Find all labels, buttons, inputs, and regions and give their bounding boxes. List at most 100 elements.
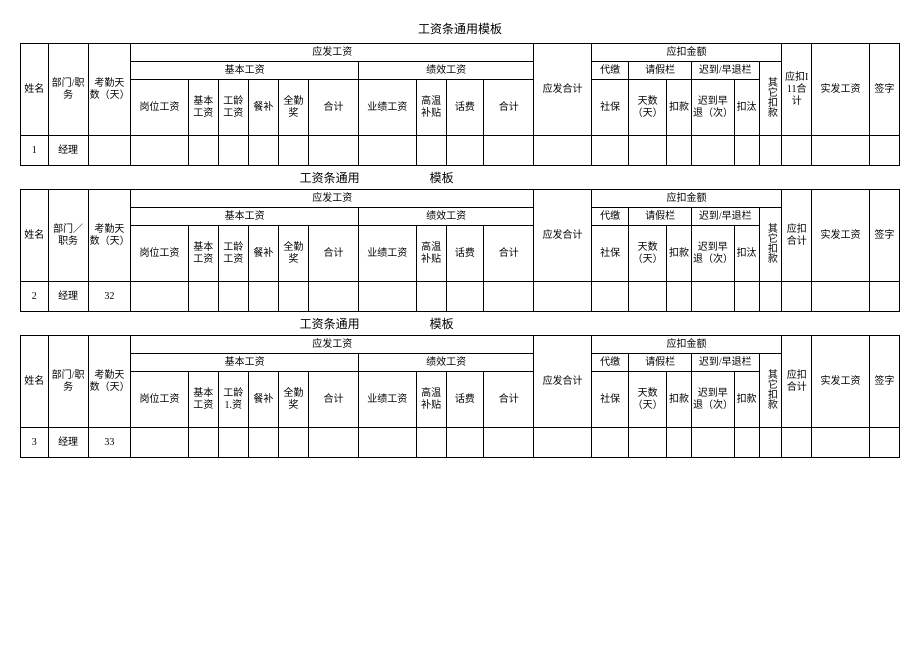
hdr-attend: 考勤天数（天） — [88, 336, 131, 428]
hdr-daijiao: 代缴 — [591, 354, 629, 372]
hdr-yingfa: 应发工资 — [131, 44, 534, 62]
hdr-leave-days: 天数（天） — [629, 372, 667, 428]
hdr-dept: 部门/职务 — [48, 336, 88, 428]
table-row: 3 经理 33 — [21, 428, 900, 458]
hdr-hot: 高温补贴 — [416, 372, 446, 428]
hdr-base-wage: 基本工资 — [188, 372, 218, 428]
hdr-late-kou: 扣汰 — [734, 226, 759, 282]
hdr-yingfa-total: 应发合计 — [534, 336, 592, 428]
hdr-sign: 签字 — [869, 190, 899, 282]
cell-no: 2 — [21, 282, 49, 312]
hdr-sign: 签字 — [869, 336, 899, 428]
hdr-leave: 请假栏 — [629, 208, 692, 226]
hdr-name: 姓名 — [21, 190, 49, 282]
cell-days: 33 — [88, 428, 131, 458]
hdr-base-wage: 基本工资 — [188, 80, 218, 136]
hdr-perf-wage: 业绩工资 — [359, 226, 417, 282]
hdr-perf: 绩效工资 — [359, 62, 534, 80]
hdr-subtotal2: 合计 — [484, 226, 534, 282]
hdr-late-kou: 扣款 — [734, 372, 759, 428]
hdr-leave: 请假栏 — [629, 354, 692, 372]
hdr-shifa: 实发工资 — [812, 190, 870, 282]
hdr-phone: 话费 — [446, 80, 484, 136]
hdr-meal: 餐补 — [248, 80, 278, 136]
cell-days — [88, 136, 131, 166]
hdr-late: 迟到/早退栏 — [691, 208, 759, 226]
hdr-leave-kou: 扣款 — [666, 226, 691, 282]
hdr-perf: 绩效工资 — [359, 354, 534, 372]
hdr-phone: 话费 — [446, 226, 484, 282]
hdr-shebao: 社保 — [591, 372, 629, 428]
hdr-sign: 签字 — [869, 44, 899, 136]
hdr-late: 迟到/早退栏 — [691, 354, 759, 372]
page-title: 工资条通用模板 — [20, 20, 900, 37]
hdr-shebao: 社保 — [591, 80, 629, 136]
hdr-late-times: 迟到早退（次） — [691, 372, 734, 428]
payroll-table-2: 姓名 部门／职务 考勤天数（天） 应发工资 应发合计 应扣金额 应扣合计 实发工… — [20, 189, 900, 312]
table-row: 1 经理 — [21, 136, 900, 166]
hdr-subtotal2: 合计 — [484, 372, 534, 428]
hdr-hot: 高温补贴 — [416, 80, 446, 136]
hdr-late-times: 迟到早退（次） — [691, 226, 734, 282]
hdr-post-wage: 岗位工资 — [131, 80, 189, 136]
hdr-attend: 考勤天数（天） — [88, 44, 131, 136]
payroll-table-3: 姓名 部门/职务 考勤天数（天） 应发工资 应发合计 应扣金额 应扣合计 实发工… — [20, 335, 900, 458]
hdr-meal: 餐补 — [248, 372, 278, 428]
hdr-daijiao: 代缴 — [591, 62, 629, 80]
hdr-base-wage: 基本工资 — [188, 226, 218, 282]
hdr-name: 姓名 — [21, 44, 49, 136]
hdr-hot: 高温补贴 — [416, 226, 446, 282]
hdr-age-wage: 工龄工资 — [218, 226, 248, 282]
split-title-2: 工资条通用模板 — [20, 315, 900, 332]
hdr-meal: 餐补 — [248, 226, 278, 282]
hdr-daijiao: 代缴 — [591, 208, 629, 226]
hdr-yingkou: 应扣金额 — [591, 44, 781, 62]
hdr-yingkou: 应扣金额 — [591, 336, 781, 354]
hdr-base: 基本工资 — [131, 62, 359, 80]
cell-no: 3 — [21, 428, 49, 458]
hdr-yingfa-total: 应发合计 — [534, 44, 592, 136]
cell-days: 32 — [88, 282, 131, 312]
hdr-perf-wage: 业绩工资 — [359, 372, 417, 428]
hdr-subtotal: 合计 — [308, 80, 358, 136]
hdr-kou-total: 应扣I11合计 — [782, 44, 812, 136]
hdr-leave-kou: 扣款 — [666, 80, 691, 136]
hdr-perf: 绩效工资 — [359, 208, 534, 226]
hdr-phone: 话费 — [446, 372, 484, 428]
hdr-yingkou: 应扣金额 — [591, 190, 781, 208]
hdr-subtotal: 合计 — [308, 226, 358, 282]
hdr-other-kou: 其它扣款 — [759, 62, 782, 136]
hdr-leave-days: 天数（天） — [629, 226, 667, 282]
hdr-yingfa-total: 应发合计 — [534, 190, 592, 282]
cell-dept: 经理 — [48, 428, 88, 458]
hdr-base: 基本工资 — [131, 354, 359, 372]
hdr-shifa: 实发工资 — [812, 336, 870, 428]
hdr-late-kou: 扣汰 — [734, 80, 759, 136]
hdr-full-bonus: 全勤奖 — [278, 372, 308, 428]
hdr-dept: 部门／职务 — [48, 190, 88, 282]
hdr-age-wage: 工龄工资 — [218, 80, 248, 136]
split-title-1: 工资条通用模板 — [20, 169, 900, 186]
cell-no: 1 — [21, 136, 49, 166]
hdr-kou-total: 应扣合计 — [782, 336, 812, 428]
hdr-post-wage: 岗位工资 — [131, 372, 189, 428]
hdr-subtotal2: 合计 — [484, 80, 534, 136]
hdr-shifa: 实发工资 — [812, 44, 870, 136]
hdr-late: 迟到/早退栏 — [691, 62, 759, 80]
hdr-attend: 考勤天数（天） — [88, 190, 131, 282]
cell-dept: 经理 — [48, 282, 88, 312]
hdr-age-wage: 工龄1.资 — [218, 372, 248, 428]
hdr-name: 姓名 — [21, 336, 49, 428]
hdr-other-kou: 其它扣款 — [759, 208, 782, 282]
hdr-leave: 请假栏 — [629, 62, 692, 80]
hdr-full-bonus: 全勤奖 — [278, 80, 308, 136]
hdr-late-times: 迟到早退（次） — [691, 80, 734, 136]
hdr-other-kou: 其它扣款 — [759, 354, 782, 428]
hdr-post-wage: 岗位工资 — [131, 226, 189, 282]
payroll-table-1: 姓名 部门/职务 考勤天数（天） 应发工资 应发合计 应扣金额 应扣I11合计 … — [20, 43, 900, 166]
table-row: 2 经理 32 — [21, 282, 900, 312]
hdr-subtotal: 合计 — [308, 372, 358, 428]
hdr-yingfa: 应发工资 — [131, 336, 534, 354]
cell-dept: 经理 — [48, 136, 88, 166]
hdr-leave-days: 天数（天） — [629, 80, 667, 136]
